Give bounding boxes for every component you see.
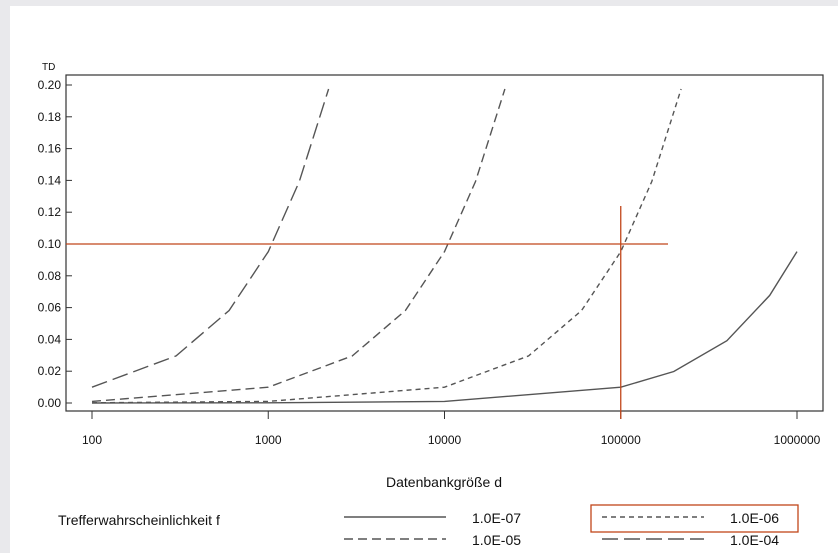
series-line-1.0E-04 [91,88,330,388]
y-tick-label: 0.08 [38,269,62,283]
y-tick-label: 0.04 [38,332,62,346]
series-line-1.0E-07 [91,251,798,404]
y-tick-label: 0.06 [38,301,62,315]
y-tick-label: 0.14 [38,173,62,187]
y-tick-label: 0.12 [38,205,62,219]
x-tick-label: 10000 [428,433,462,447]
x-axis: 100 1000 10000 100000 1000000 [82,411,821,447]
y-axis-label: TD [42,62,55,73]
legend-title: Trefferwahrscheinlichkeit f [58,512,220,528]
y-tick-label: 0.02 [38,364,62,378]
plot-frame [65,74,824,412]
y-axis: 0.00 0.02 0.04 0.06 0.08 0.10 0.12 0.14 0.16 0.18… [38,78,72,410]
x-tick-label: 100000 [601,433,641,447]
series-line-1.0E-06 [91,88,682,404]
x-tick-label: 100 [82,433,102,447]
series-layer [91,88,798,404]
legend-label-1.0E-04: 1.0E-04 [730,532,779,548]
x-axis-label: Datenbankgröße d [386,474,502,490]
window-top-border [0,0,838,6]
x-tick-label: 1000000 [774,433,821,447]
y-tick-label: 0.20 [38,78,62,92]
series-line-1.0E-05 [91,88,506,403]
legend-label-1.0E-05: 1.0E-05 [472,532,521,548]
y-tick-label: 0.16 [38,142,62,156]
legend-label-1.0E-07: 1.0E-07 [472,510,521,526]
legend-label-1.0E-06: 1.0E-06 [730,510,779,526]
y-tick-label: 0.18 [38,110,62,124]
y-tick-label: 0.00 [38,396,62,410]
annotation-layer [66,206,668,419]
x-tick-label: 1000 [255,433,282,447]
legend-highlight-box [590,504,799,533]
legend: Trefferwahrscheinlichkeit f 1.0E-07 1.0E-… [58,504,799,548]
window-left-border [0,0,10,553]
y-tick-label: 0.10 [38,237,62,251]
